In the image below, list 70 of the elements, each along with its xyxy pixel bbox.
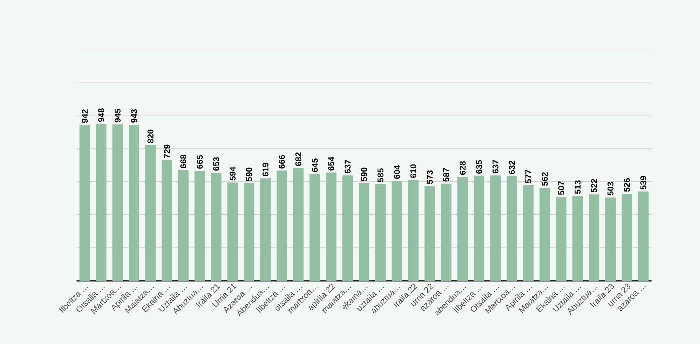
bar (589, 194, 600, 281)
data-label: 632 (509, 160, 516, 174)
data-label: 526 (624, 178, 630, 192)
data-label: 637 (492, 160, 499, 174)
data-label: 666 (279, 155, 286, 169)
data-label: 668 (180, 154, 187, 168)
data-label: 665 (197, 155, 203, 169)
bar (359, 183, 370, 281)
bar (572, 196, 584, 281)
bar (408, 180, 419, 281)
bar (80, 125, 90, 281)
data-label: 587 (443, 168, 450, 182)
data-label: 942 (82, 110, 88, 124)
bar (506, 176, 518, 281)
bar (556, 197, 567, 281)
data-label: 729 (164, 144, 170, 158)
data-label: 653 (213, 157, 220, 171)
bar (112, 124, 124, 281)
bar (605, 198, 616, 281)
data-label: 820 (148, 130, 154, 144)
data-label: 590 (361, 168, 368, 182)
data-label: 943 (131, 109, 138, 123)
data-label: 562 (542, 172, 548, 186)
bar (260, 178, 271, 281)
bar (540, 188, 550, 281)
data-label: 585 (378, 168, 384, 182)
bar (638, 192, 649, 281)
data-label: 945 (114, 109, 121, 123)
data-label: 619 (262, 163, 269, 177)
bar (342, 176, 354, 281)
data-label: 539 (640, 176, 647, 190)
bar (129, 124, 140, 281)
bar (490, 176, 501, 281)
data-label: 654 (328, 156, 334, 171)
bar (276, 170, 288, 281)
data-label: 628 (460, 162, 466, 176)
bar (293, 168, 304, 281)
data-label: 948 (98, 108, 104, 122)
bar (178, 170, 189, 281)
bar (375, 184, 386, 281)
bar (392, 181, 402, 281)
data-label: 522 (591, 179, 598, 193)
bar (244, 183, 255, 281)
data-label: 682 (296, 152, 302, 166)
data-label: 573 (427, 170, 434, 184)
bar (96, 124, 107, 281)
bar (145, 145, 156, 281)
data-label: 590 (246, 168, 252, 182)
bar (474, 176, 485, 281)
bar (441, 184, 452, 281)
data-label: 645 (312, 158, 318, 172)
data-label: 604 (394, 165, 400, 180)
data-label: 503 (608, 182, 614, 196)
bar (424, 186, 436, 281)
data-label: 577 (526, 170, 532, 184)
bar (310, 174, 320, 281)
data-label: 637 (344, 160, 351, 174)
bar (194, 170, 206, 281)
data-label: 513 (574, 180, 581, 194)
data-label: 610 (410, 164, 417, 178)
bar (326, 172, 337, 281)
bar (211, 172, 222, 281)
bar (458, 177, 468, 281)
data-label: 594 (230, 166, 236, 181)
bar (622, 194, 632, 281)
bar (228, 182, 238, 281)
bar (162, 160, 172, 281)
bar (523, 186, 534, 281)
data-label: 507 (558, 182, 564, 196)
data-label: 635 (476, 160, 482, 174)
